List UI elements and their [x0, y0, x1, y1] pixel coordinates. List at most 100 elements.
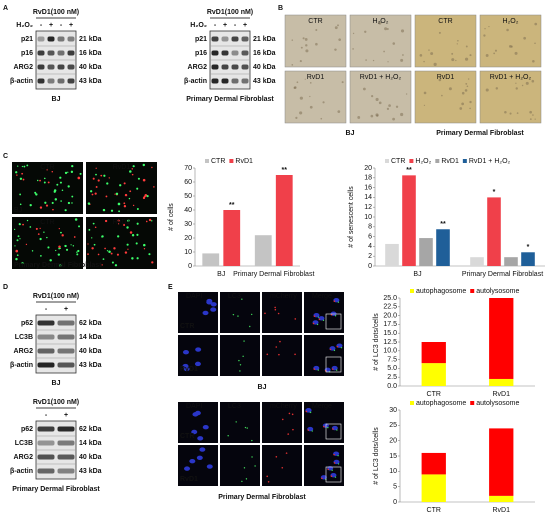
cell-dot	[151, 220, 153, 222]
image-label: CTR	[40, 219, 54, 226]
cell-speck	[467, 78, 470, 80]
cell-speck	[523, 36, 526, 40]
band	[211, 36, 219, 42]
cell-dot	[135, 242, 138, 245]
cell-dot	[72, 245, 75, 247]
band	[37, 362, 55, 368]
channel-label: LC3	[228, 293, 241, 300]
cell-dot	[97, 253, 100, 256]
cell-dot	[108, 250, 111, 254]
cell-speck	[371, 94, 374, 98]
nucleus	[194, 410, 201, 416]
group-label: Primary Dermal Fibroblast	[218, 494, 306, 501]
cell-dot	[148, 253, 151, 256]
zoom-box	[325, 313, 342, 330]
mcherry-dot	[266, 475, 269, 478]
cell-dot	[143, 248, 146, 250]
channel-label: LC3	[228, 403, 241, 410]
cell-speck	[386, 28, 389, 31]
cell-speck	[400, 112, 404, 117]
cell-speck	[438, 78, 442, 82]
legend-swatch	[409, 159, 414, 163]
nucleus	[202, 310, 209, 316]
lc3-dot	[227, 435, 229, 437]
lc3-dot	[335, 369, 338, 371]
cell-dot	[71, 164, 74, 168]
mcherry-dot	[307, 429, 310, 431]
cell-speck	[315, 28, 318, 31]
nucleus	[182, 350, 189, 355]
band	[241, 64, 249, 70]
cell-dot	[71, 195, 74, 198]
cell-speck	[495, 87, 499, 90]
mcherry-dot	[264, 312, 266, 315]
cell-dot	[92, 222, 95, 225]
cell-speck	[534, 42, 536, 45]
cell-dot	[64, 171, 68, 175]
bar-segment	[489, 298, 514, 379]
y-tick-label: 20	[364, 165, 372, 172]
cell-speck	[384, 27, 388, 31]
cell-dot	[104, 247, 106, 250]
bar	[436, 229, 450, 266]
cell-speck	[337, 110, 341, 114]
significance: **	[229, 202, 235, 209]
mcherry-dot	[275, 456, 278, 458]
band	[47, 50, 55, 56]
mcherry-dot	[333, 300, 336, 303]
y-tick-label: 22.5	[383, 304, 397, 311]
mcherry-dot	[277, 312, 280, 315]
cell-dot	[131, 173, 134, 176]
cell-dot	[55, 249, 57, 252]
size-label: 16 kDa	[253, 50, 276, 57]
cell-dot	[92, 177, 95, 180]
size-label: 14 kDa	[79, 440, 102, 447]
cell-dot	[87, 243, 89, 245]
protein-label: p16	[21, 50, 33, 57]
cell-dot	[95, 186, 98, 188]
cell-dot	[106, 182, 109, 185]
cell-dot	[47, 246, 50, 249]
cell-dot	[91, 237, 93, 239]
cell-speck	[387, 61, 389, 63]
band	[47, 64, 55, 70]
legend-swatch	[410, 289, 414, 293]
mcherry-dot	[266, 353, 269, 356]
confocal-image	[262, 335, 302, 376]
cell-dot	[56, 183, 59, 186]
legend-swatch	[410, 401, 414, 405]
cell-speck	[534, 118, 536, 120]
cell-dot	[118, 223, 120, 225]
cell-dot	[142, 196, 146, 200]
y-tick-label: 20	[184, 235, 192, 242]
cell-speck	[461, 91, 465, 95]
cell-dot	[22, 223, 24, 226]
cell-dot	[26, 219, 29, 222]
cell-dot	[71, 202, 73, 204]
mcherry-dot	[330, 475, 333, 477]
cell-speck	[488, 25, 490, 28]
size-label: 21 kDa	[79, 36, 102, 43]
cell-dot	[151, 166, 153, 169]
y-tick-label: 20	[389, 438, 397, 445]
cell-dot	[40, 255, 42, 257]
cell-dot	[17, 235, 20, 238]
confocal-image	[304, 335, 344, 376]
mcherry-dot	[287, 433, 290, 435]
cell-dot	[108, 177, 110, 179]
size-label: 43 kDa	[253, 78, 276, 85]
cell-speck	[372, 59, 375, 62]
bar-segment	[489, 378, 514, 386]
row-label: RvD1	[180, 476, 198, 483]
cell-dot	[127, 219, 130, 222]
cell-dot	[136, 222, 139, 225]
cell-dot	[126, 243, 129, 246]
size-label: 40 kDa	[79, 348, 102, 355]
lc3-dot	[337, 301, 340, 303]
cell-dot	[102, 208, 106, 212]
band	[37, 426, 55, 432]
nucleus	[206, 464, 213, 469]
lc3-dot	[309, 411, 312, 414]
mcherry-dot	[278, 353, 280, 356]
